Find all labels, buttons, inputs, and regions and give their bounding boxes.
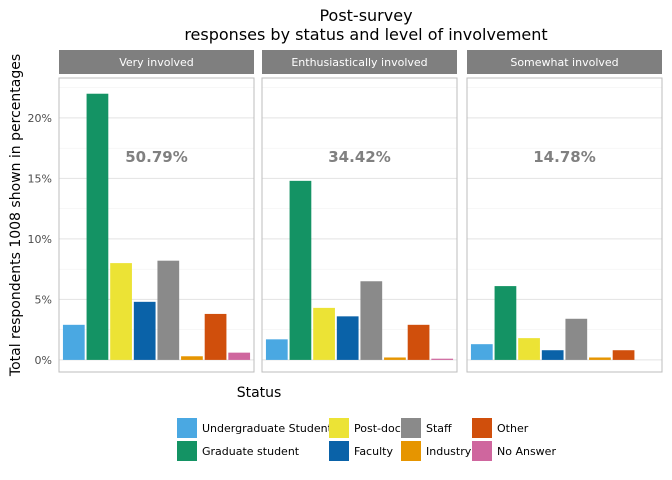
bar-graduate-student xyxy=(86,93,109,360)
legend-swatch xyxy=(472,418,492,438)
legend: Undergraduate Student Graduate student Pos… xyxy=(177,418,556,461)
bar-post-doc xyxy=(518,338,540,360)
facet-panel: Enthusiastically involved 34.42% xyxy=(261,50,458,373)
bar-no-answer xyxy=(431,358,454,360)
bar-industry xyxy=(589,357,611,360)
facet-strip-label: Enthusiastically involved xyxy=(291,56,427,69)
legend-label: No Answer xyxy=(497,445,556,458)
legend-item: Faculty xyxy=(329,441,393,461)
legend-swatch xyxy=(401,418,421,438)
chart-subtitle: responses by status and level of involve… xyxy=(184,25,547,44)
bar-faculty xyxy=(133,301,156,360)
facet-total-annotation: 14.78% xyxy=(533,148,595,166)
y-tick-label: 20% xyxy=(28,112,52,125)
y-axis-label: Total respondents 1008 shown in percenta… xyxy=(8,54,24,377)
legend-item: Other xyxy=(472,418,529,438)
chart-title: Post-survey xyxy=(319,6,412,25)
legend-item: Post-doc xyxy=(329,418,401,438)
facet-strip-label: Very involved xyxy=(119,56,194,69)
bar-staff xyxy=(565,318,588,360)
facet-strip-label: Somewhat involved xyxy=(510,56,618,69)
legend-swatch xyxy=(472,441,492,461)
bar-undergraduate-student xyxy=(470,344,493,360)
legend-label: Post-doc xyxy=(354,422,401,435)
bar-other xyxy=(612,350,635,360)
bar-post-doc xyxy=(313,307,335,360)
bar-faculty xyxy=(541,350,564,360)
facet-strip xyxy=(59,50,254,74)
bar-faculty xyxy=(336,316,359,360)
legend-item: Undergraduate Student xyxy=(177,418,333,438)
facet-border xyxy=(466,77,663,373)
bar-undergraduate-student xyxy=(265,339,288,360)
bar-staff xyxy=(360,281,383,360)
bar-graduate-student xyxy=(289,180,312,360)
legend-label: Staff xyxy=(426,422,452,435)
facet-border xyxy=(261,77,458,373)
y-tick-label: 15% xyxy=(28,172,52,185)
legend-label: Graduate student xyxy=(202,445,300,458)
legend-swatch xyxy=(177,418,197,438)
facet-total-annotation: 50.79% xyxy=(125,148,187,166)
legend-swatch xyxy=(401,441,421,461)
legend-swatch xyxy=(329,418,349,438)
legend-label: Faculty xyxy=(354,445,393,458)
legend-item: No Answer xyxy=(472,441,556,461)
facet-total-annotation: 34.42% xyxy=(328,148,390,166)
bar-other xyxy=(407,324,430,360)
bar-industry xyxy=(384,357,406,360)
facet-panel: Very involved 50.79% xyxy=(58,50,255,373)
bar-staff xyxy=(157,260,180,360)
facet-panel: Somewhat involved 14.78% xyxy=(466,50,663,373)
facet-strip xyxy=(467,50,662,74)
bar-no-answer xyxy=(228,352,251,360)
y-tick-label: 10% xyxy=(28,233,52,246)
legend-item: Staff xyxy=(401,418,452,438)
x-axis-label: Status xyxy=(237,385,282,401)
legend-item: Graduate student xyxy=(177,441,300,461)
bar-undergraduate-student xyxy=(62,324,85,360)
y-tick-label: 5% xyxy=(35,293,52,306)
bar-industry xyxy=(181,356,203,360)
bar-graduate-student xyxy=(494,286,517,360)
legend-swatch xyxy=(177,441,197,461)
bar-other xyxy=(204,313,227,360)
facet-border xyxy=(58,77,255,373)
y-tick-label: 0% xyxy=(35,354,52,367)
legend-label: Undergraduate Student xyxy=(202,422,333,435)
legend-label: Other xyxy=(497,422,529,435)
facet-strip xyxy=(262,50,457,74)
legend-item: Industry xyxy=(401,441,472,461)
legend-swatch xyxy=(329,441,349,461)
legend-label: Industry xyxy=(426,445,472,458)
bar-post-doc xyxy=(110,263,132,360)
facets-layer: 0% 5% 10% 15% 20% Very involved 50.79% Enthusia… xyxy=(28,50,663,373)
